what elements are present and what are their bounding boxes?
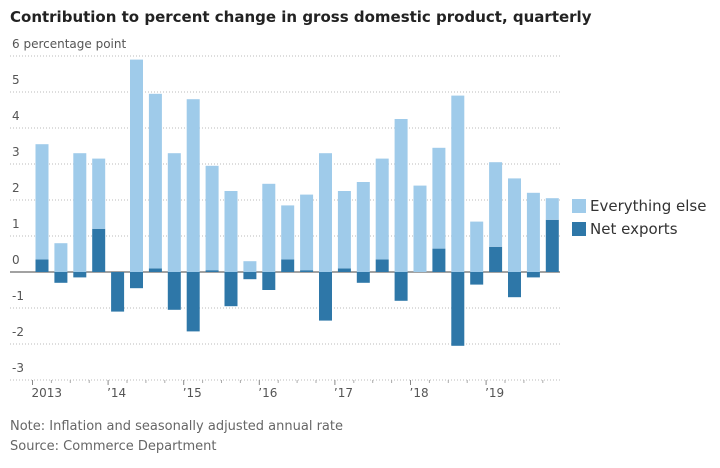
bar	[337, 191, 351, 269]
bar	[167, 153, 181, 272]
legend-label: Net exports	[590, 220, 678, 238]
bar	[356, 182, 370, 272]
bar	[300, 270, 314, 272]
bar	[262, 183, 276, 272]
bar	[54, 272, 68, 283]
bar	[281, 205, 295, 260]
legend-swatch	[572, 199, 586, 213]
bar	[319, 272, 332, 321]
bar	[73, 272, 87, 278]
bar	[526, 272, 540, 278]
bar	[205, 165, 219, 271]
bar	[92, 228, 106, 272]
y-tick-label: 4	[12, 109, 20, 123]
y-tick-label: 0	[12, 253, 20, 267]
bar	[394, 119, 408, 272]
x-tick-label: ’14	[107, 386, 126, 400]
bar	[243, 272, 257, 280]
bar	[130, 59, 143, 272]
bar	[205, 270, 219, 272]
bar	[35, 259, 49, 272]
bar	[489, 162, 503, 247]
x-tick-label: ’16	[258, 386, 277, 400]
bar	[92, 158, 106, 229]
bar	[130, 272, 143, 289]
bar	[432, 147, 446, 249]
bar	[54, 243, 68, 272]
bar	[319, 153, 332, 272]
legend-label: Everything else	[590, 197, 706, 215]
x-tick-label: ’18	[410, 386, 429, 400]
y-tick-label: 6 percentage point	[12, 37, 126, 51]
legend-swatch	[572, 222, 586, 236]
bar	[375, 158, 389, 260]
source: Source: Commerce Department	[10, 439, 217, 454]
bar	[186, 272, 200, 332]
note: Note: Inflation and seasonally adjusted …	[10, 419, 343, 434]
bar	[394, 272, 408, 301]
x-tick-label: ’15	[183, 386, 202, 400]
bar	[281, 259, 295, 272]
bar	[545, 198, 559, 220]
bar	[508, 272, 521, 298]
bar	[526, 192, 540, 272]
y-tick-label: 3	[12, 145, 20, 159]
bar	[148, 93, 162, 269]
y-tick-label: 1	[12, 217, 20, 231]
y-tick-label: 5	[12, 73, 20, 87]
bar	[451, 272, 465, 346]
bar	[508, 178, 521, 272]
bar	[167, 272, 181, 310]
bar	[111, 272, 125, 312]
bar	[73, 153, 87, 272]
bar	[224, 272, 238, 307]
x-tick-label: ’17	[334, 386, 353, 400]
y-tick-label: -3	[12, 361, 24, 375]
bar	[375, 259, 389, 272]
bar	[186, 99, 200, 272]
bar	[545, 219, 559, 272]
y-tick-label: 2	[12, 181, 20, 195]
bar	[432, 248, 446, 272]
x-tick-label: ’19	[485, 386, 504, 400]
bar	[489, 246, 503, 272]
bar	[243, 261, 257, 272]
bar	[470, 272, 484, 285]
bar	[148, 268, 162, 272]
x-tick-label: 2013	[32, 386, 63, 400]
bar	[470, 221, 484, 272]
bar	[300, 194, 314, 271]
bar	[451, 95, 465, 272]
bar	[356, 272, 370, 283]
bar	[413, 185, 427, 272]
bar	[262, 272, 276, 290]
y-tick-label: -1	[12, 289, 24, 303]
bar	[35, 144, 49, 260]
chart-title: Contribution to percent change in gross …	[10, 8, 592, 26]
bar	[337, 268, 351, 272]
bar	[224, 191, 238, 272]
y-tick-label: -2	[12, 325, 24, 339]
